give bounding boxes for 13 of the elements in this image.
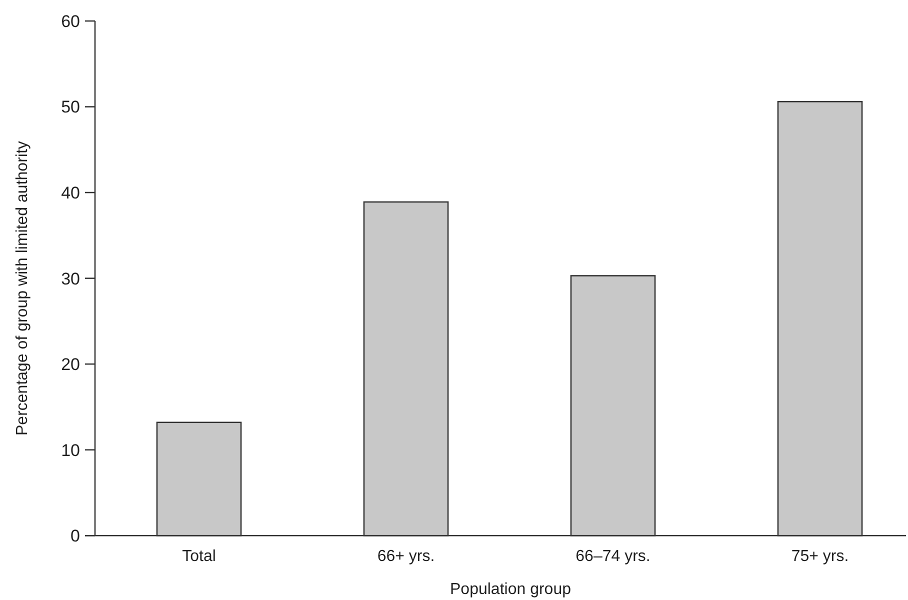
y-tick-label: 0 [70,526,80,546]
x-tick-label: Total [182,548,216,565]
x-axis-title: Population group [450,581,572,598]
y-tick-label: 30 [61,269,80,288]
y-tick-label: 50 [61,98,80,117]
x-tick-label: 66–74 yrs. [576,548,650,565]
y-tick-label: 10 [61,440,80,460]
y-axis-title: Percentage of group with limited authority [14,141,31,436]
x-tick-label: 66+ yrs. [377,548,435,565]
y-tick-label: 20 [61,355,80,374]
y-tick-label: 40 [61,183,80,202]
y-tick-label: 60 [61,12,80,31]
x-tick-label: 75+ yrs. [791,548,849,565]
